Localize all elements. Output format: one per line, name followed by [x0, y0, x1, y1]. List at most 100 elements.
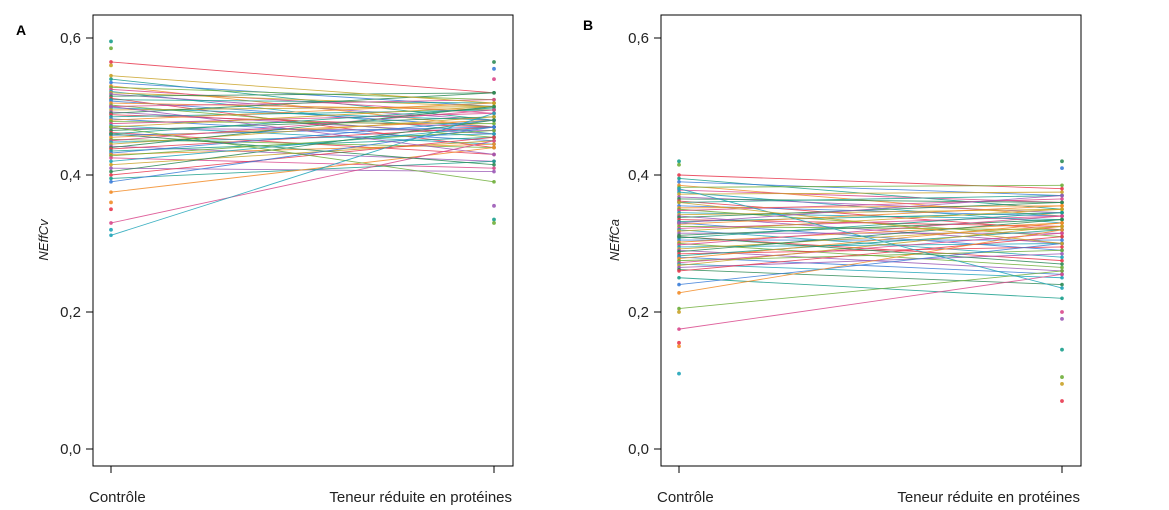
series-line — [678, 205, 1063, 209]
data-point — [1060, 269, 1064, 273]
series-line — [110, 119, 495, 173]
data-point — [492, 77, 496, 81]
series-line — [678, 232, 1063, 264]
series-line — [110, 140, 495, 166]
y-tick-label: 0,2 — [60, 304, 81, 321]
data-point — [1060, 316, 1064, 321]
series-line — [678, 188, 1063, 289]
data-point — [677, 282, 681, 287]
series-line — [110, 130, 495, 157]
data-point — [677, 340, 681, 345]
data-point — [109, 166, 113, 170]
data-point — [1060, 183, 1064, 188]
data-point — [109, 46, 113, 51]
data-point — [492, 169, 496, 174]
x-tick-label: Teneur réduite en protéines — [329, 489, 512, 506]
series-line — [110, 93, 495, 121]
data-point — [677, 186, 681, 191]
series-line — [110, 157, 495, 169]
data-point — [492, 121, 496, 126]
data-point — [492, 111, 496, 116]
data-point — [677, 221, 681, 225]
data-point — [1060, 272, 1064, 277]
data-point — [492, 138, 496, 143]
series-line — [678, 195, 1063, 203]
data-point — [677, 371, 681, 376]
series-line — [110, 136, 495, 176]
data-point — [677, 327, 681, 331]
data-point — [1060, 217, 1064, 222]
data-point — [109, 77, 113, 81]
series-line — [678, 219, 1063, 236]
series-line — [110, 116, 495, 131]
series-line — [110, 102, 495, 121]
data-point — [492, 162, 496, 167]
y-axis-label-a: NEffCv — [36, 218, 51, 261]
data-point — [677, 200, 681, 205]
series-line — [678, 208, 1063, 216]
series-line — [678, 198, 1063, 212]
data-point — [1060, 286, 1064, 290]
data-point — [492, 118, 496, 122]
data-point — [677, 310, 681, 314]
y-tick-label: 0,6 — [628, 30, 649, 47]
series-line — [110, 106, 495, 155]
data-point — [1060, 296, 1064, 301]
series-line — [678, 277, 1063, 299]
data-point — [492, 221, 496, 225]
data-point — [492, 152, 496, 157]
series-line — [678, 270, 1063, 310]
data-point — [677, 162, 681, 167]
x-tick-label: Contrôle — [89, 489, 146, 506]
data-point — [109, 60, 113, 64]
data-point — [677, 275, 681, 280]
y-axis-b: 0,0 0,2 0,4 0,6 — [628, 30, 661, 458]
series-lines-b — [678, 174, 1063, 330]
data-point — [492, 97, 496, 102]
data-point — [677, 176, 681, 181]
panel-label-a: A — [16, 22, 26, 38]
data-point — [1060, 197, 1064, 201]
series-line — [678, 219, 1063, 253]
data-point — [109, 227, 113, 232]
series-line — [678, 198, 1063, 203]
data-point — [1060, 399, 1064, 403]
data-point — [492, 135, 496, 140]
data-point — [1060, 224, 1064, 229]
y-tick-label: 0,4 — [60, 167, 81, 184]
series-line — [110, 61, 495, 94]
series-line — [110, 119, 495, 154]
series-line — [678, 201, 1063, 244]
data-point — [677, 180, 681, 184]
y-tick-label: 0,4 — [628, 167, 649, 184]
series-line — [110, 119, 495, 138]
data-point — [109, 39, 113, 44]
series-line — [678, 222, 1063, 243]
data-point — [109, 132, 113, 136]
series-line — [678, 236, 1063, 272]
plot-frame-b — [660, 14, 1082, 467]
series-line — [110, 133, 495, 166]
series-line — [110, 126, 495, 150]
data-point — [677, 269, 681, 273]
data-point — [677, 306, 681, 311]
series-line — [110, 99, 495, 104]
data-point — [1060, 347, 1064, 352]
series-line — [678, 225, 1063, 250]
series-line — [110, 106, 495, 128]
data-point — [1060, 221, 1064, 225]
data-point — [1060, 255, 1064, 259]
series-line — [678, 177, 1063, 210]
series-line — [678, 212, 1063, 239]
data-point — [677, 173, 681, 177]
series-line — [110, 75, 495, 104]
series-line — [110, 112, 495, 236]
data-point — [109, 162, 113, 167]
series-line — [110, 106, 495, 111]
data-point — [492, 91, 496, 95]
series-line — [678, 263, 1063, 279]
data-point — [492, 203, 496, 208]
data-point — [492, 101, 496, 105]
series-line — [110, 109, 495, 118]
data-point — [1060, 210, 1064, 215]
